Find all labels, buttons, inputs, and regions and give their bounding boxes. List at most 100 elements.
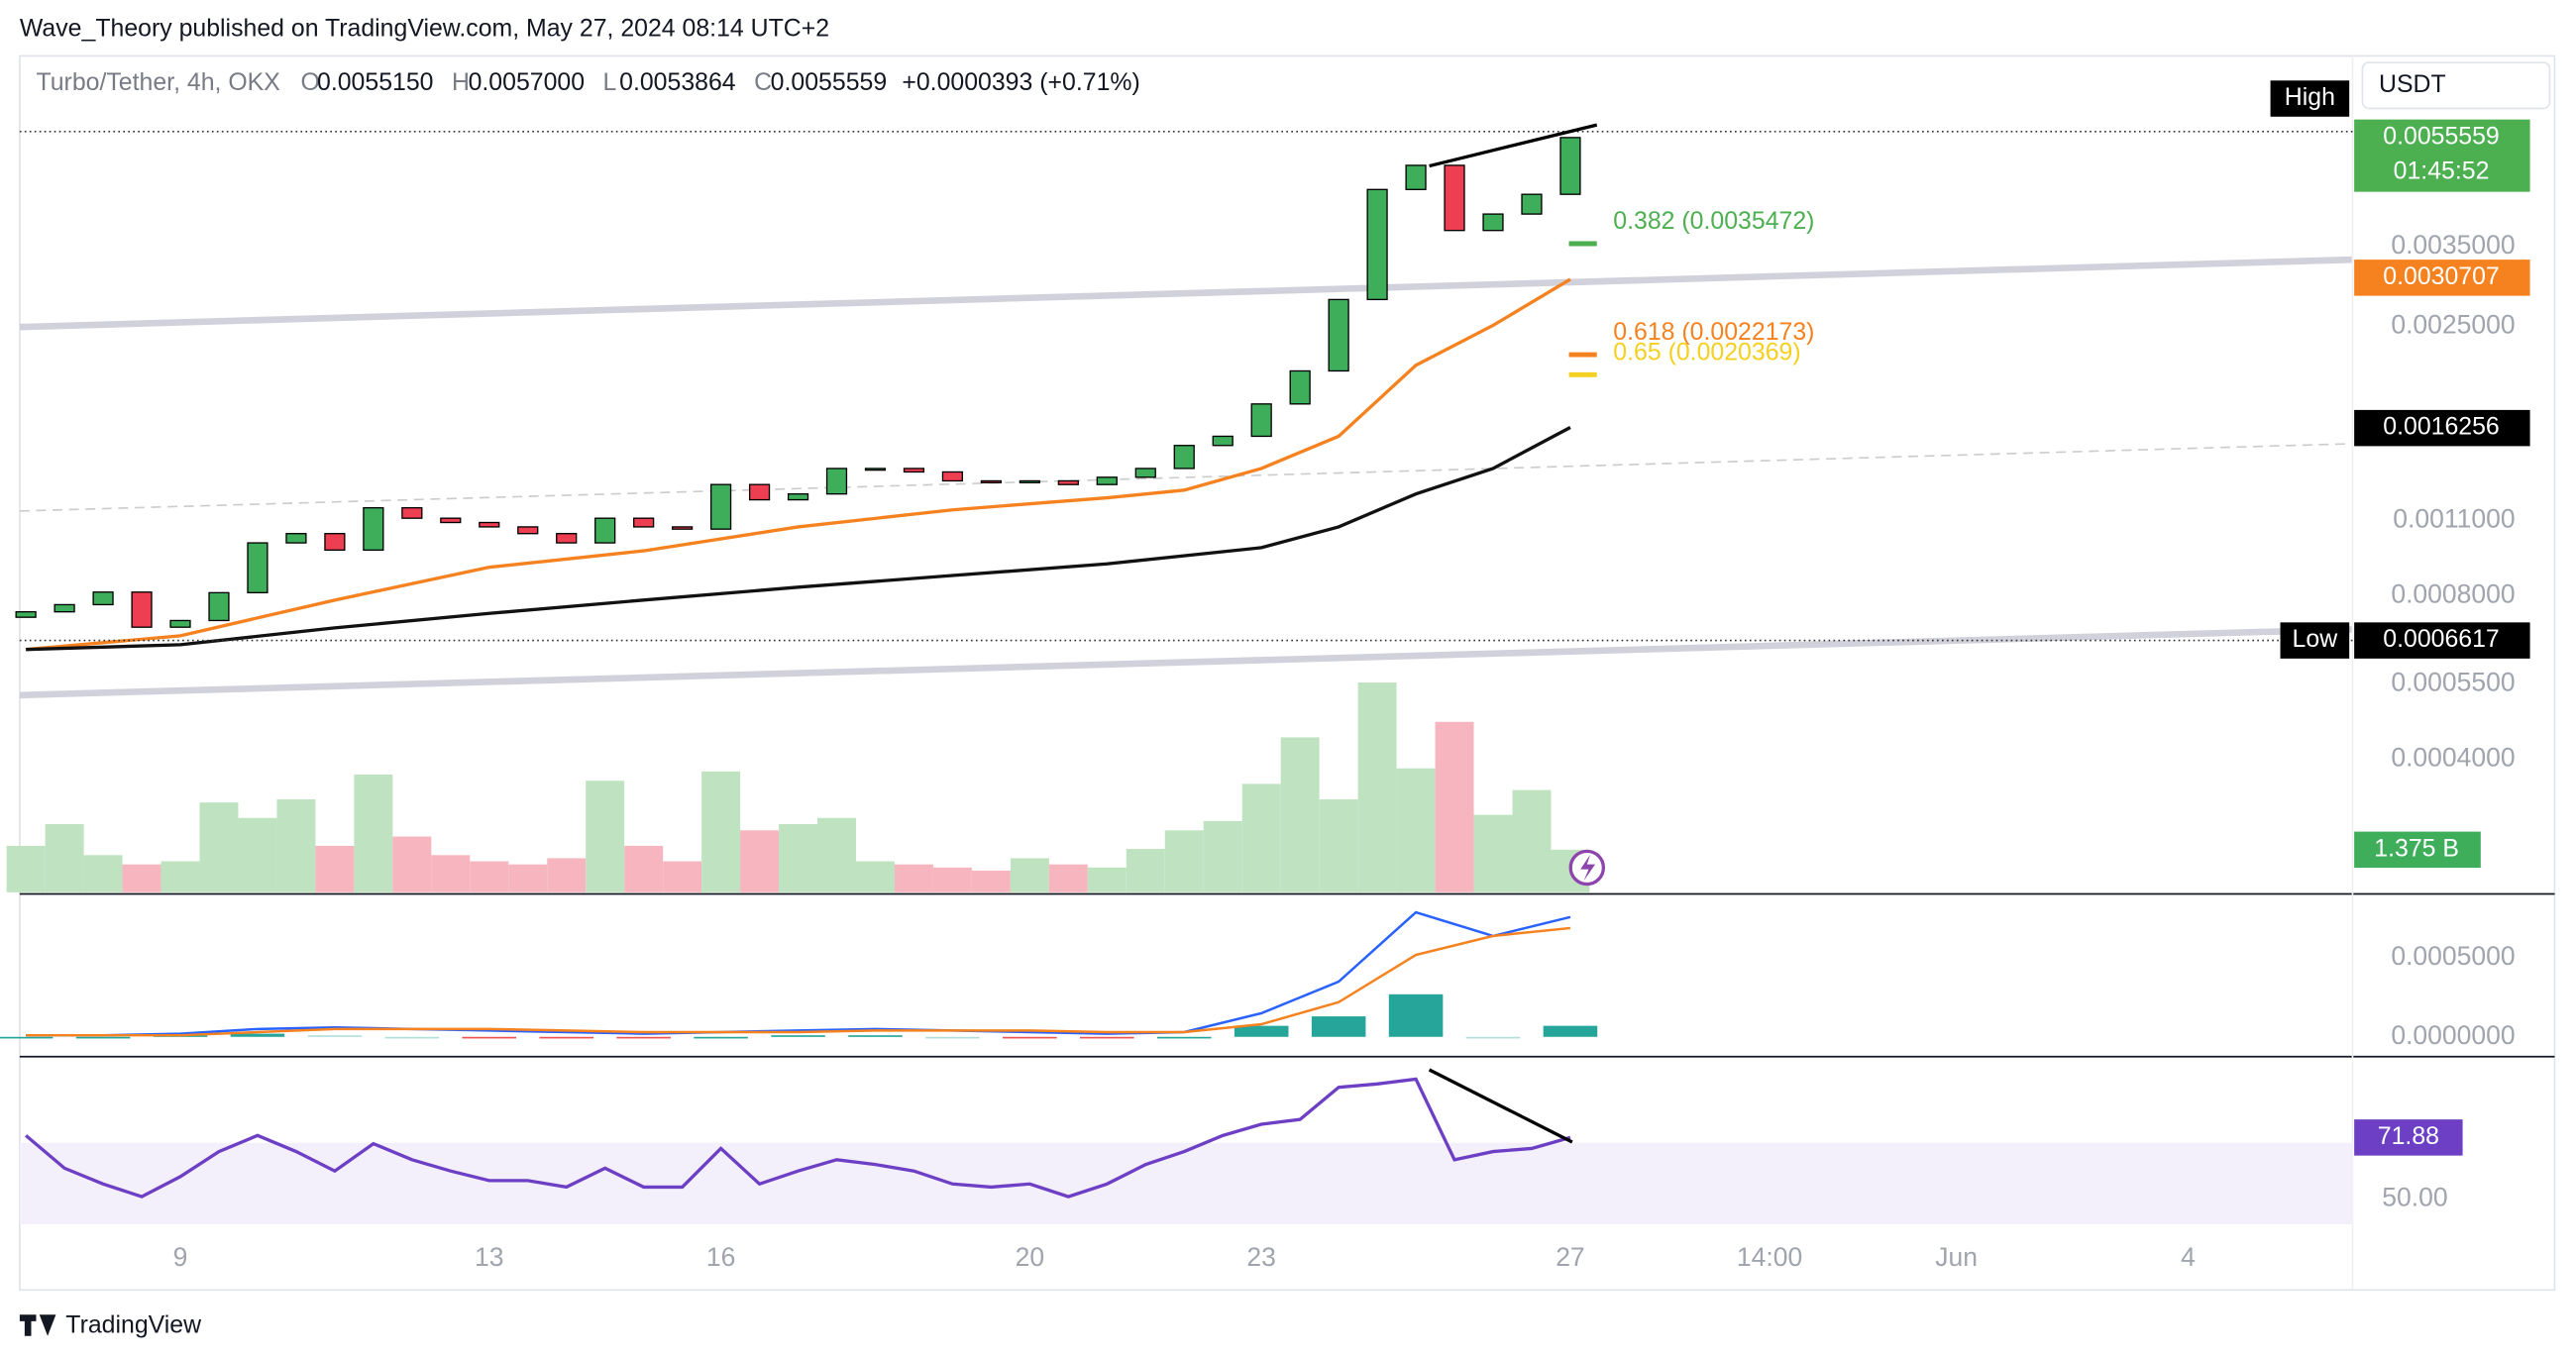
trendline [1429, 123, 1598, 168]
candle [15, 611, 37, 618]
price-label: 0.0055559 [2383, 122, 2499, 150]
volume-bar [1164, 830, 1204, 892]
legend: Turbo/Tether, 4h, OKX O0.0055150 H0.005700… [36, 68, 1139, 96]
channel-top [19, 256, 2353, 331]
volume-bar [83, 855, 123, 892]
macd-hist [1234, 1025, 1289, 1037]
y-tick-label: 0.0000000 [2391, 1020, 2515, 1050]
candle [92, 591, 114, 606]
volume-bar [1396, 768, 1436, 892]
volume-bar [971, 870, 1011, 892]
volume-bar [855, 861, 895, 892]
volume-bar [1435, 721, 1474, 892]
rsi-badge [2354, 1119, 2463, 1156]
volume-bar [663, 861, 702, 892]
y-tick-label: 50.00 [2382, 1183, 2447, 1212]
moving-average [25, 277, 1571, 652]
change: +0.0000393 (+0.71%) [902, 68, 1139, 96]
y-tick-label: 0.0005000 [2391, 941, 2515, 971]
volume-bar [624, 845, 664, 892]
ohlc-value: 0.0055150 [317, 68, 433, 96]
candle [1444, 164, 1465, 232]
candle [285, 533, 307, 544]
macd-hist [1388, 993, 1444, 1037]
plot: 0.0035000 0.0025000 0.0011000 0.0008000 0.00… [0, 80, 2530, 1272]
volume-bar [431, 855, 471, 892]
candle [1559, 137, 1581, 195]
channel-bottom [19, 626, 2353, 699]
macd-hist [771, 1035, 825, 1037]
candle [1212, 435, 1234, 447]
candle [556, 533, 578, 544]
candle [1173, 445, 1195, 470]
x-tick-label: 23 [1246, 1242, 1275, 1272]
rsi-line [25, 1077, 1571, 1199]
macd-hist [1003, 1036, 1057, 1039]
rsi-value: 71.88 [2378, 1122, 2439, 1150]
currency[interactable]: USDT [2379, 70, 2446, 98]
x-tick-label: 9 [173, 1242, 188, 1272]
candle [941, 470, 964, 482]
candle [208, 591, 230, 622]
candle [1019, 479, 1040, 483]
candle [1405, 164, 1427, 190]
dashed-line [19, 443, 2353, 512]
volume-bar [740, 830, 780, 892]
candle [1250, 403, 1272, 438]
candle [1096, 476, 1118, 485]
macd-hist [1543, 1025, 1598, 1037]
volume-bar [161, 861, 200, 892]
x-tick-label: 14:00 [1737, 1242, 1802, 1272]
volume-bar [894, 864, 933, 892]
ohlc-value: 0.0053864 [619, 68, 736, 96]
candle [787, 493, 809, 501]
macd-hist [307, 1035, 363, 1037]
price-badge [2354, 119, 2530, 192]
volume-bar [470, 861, 509, 892]
ohlc-key: C [754, 68, 772, 96]
candle [1289, 369, 1311, 405]
macd-hist [848, 1035, 903, 1037]
volume-bar [199, 802, 239, 892]
volume-bar [586, 781, 625, 892]
macd-hist [1311, 1016, 1366, 1037]
rsi-band [19, 1142, 2353, 1224]
y-tick-label: 0.0008000 [2391, 578, 2515, 608]
volume-bar [6, 845, 46, 892]
volume-bar [122, 864, 161, 892]
candle [1482, 213, 1504, 232]
high-badge [2270, 80, 2350, 117]
candle [1521, 193, 1543, 215]
candle [1057, 479, 1079, 485]
price-badge [2354, 409, 2530, 447]
x-tick-label: 16 [706, 1242, 735, 1272]
y-tick-label: 0.0005500 [2391, 668, 2515, 697]
price-label: 0.0016256 [2383, 413, 2499, 441]
volume-bar [1087, 867, 1127, 892]
candle [1366, 188, 1388, 301]
brand: TradingView [65, 1310, 202, 1338]
ohlc-value: 0.0055559 [771, 68, 887, 96]
macd-line [26, 910, 1571, 1037]
macd-hist [1156, 1036, 1212, 1039]
volume-bar [779, 824, 818, 892]
volume-bar [817, 817, 856, 892]
volume-bar [932, 867, 972, 892]
ohlc-key: O [300, 68, 319, 96]
volume-bar [1473, 814, 1513, 892]
candle [54, 603, 75, 613]
x-tick-label: 20 [1016, 1242, 1044, 1272]
chart-frame [19, 54, 2556, 1292]
volume-bar [392, 836, 432, 892]
countdown: 01:45:52 [2394, 157, 2490, 184]
x-tick-label: 4 [2181, 1242, 2196, 1272]
candle [324, 533, 346, 552]
volume-bar [276, 798, 316, 892]
currency-button[interactable] [2361, 61, 2551, 110]
macd-hist [539, 1036, 593, 1039]
candle [864, 468, 887, 471]
volume-bar [1357, 682, 1397, 892]
candle [594, 517, 616, 544]
volume-bar [701, 771, 741, 892]
ohlc-key: H [452, 68, 470, 96]
